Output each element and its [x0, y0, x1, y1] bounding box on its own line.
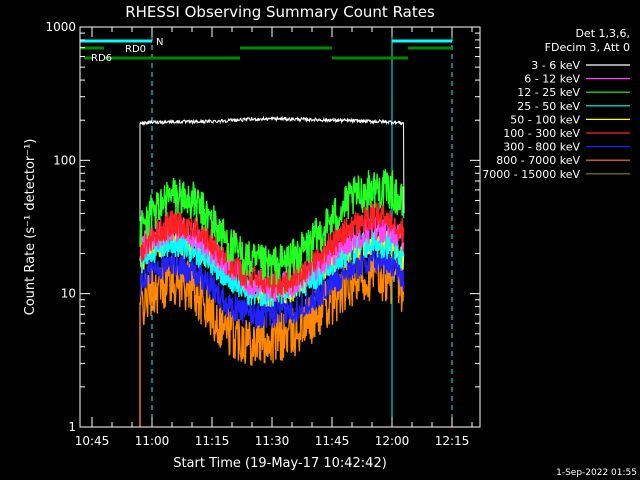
y-tick-label: 1 — [68, 420, 76, 434]
y-axis-title: Count Rate (s⁻¹ detector⁻¹) — [23, 139, 38, 316]
legend-label: 300 - 800 keV — [503, 141, 580, 154]
series-line-6 — [139, 245, 405, 329]
x-tick-label: 11:00 — [135, 434, 170, 448]
flag-label-rd6: RD6 — [91, 53, 112, 64]
x-tick-label: 12:15 — [435, 434, 470, 448]
legend-label: 50 - 100 keV — [510, 113, 580, 126]
flag-label-n: N — [156, 37, 163, 48]
y-axis: 1 10 100 1000 — [45, 20, 480, 434]
x-tick-label: 10:45 — [75, 434, 110, 448]
x-tick-label: 12:00 — [375, 434, 410, 448]
plot-area: N RD0 RD6 — [79, 27, 453, 427]
flag-label-rd0: RD0 — [125, 44, 146, 55]
legend-label: 3 - 6 keV — [531, 59, 580, 72]
legend-label: 800 - 7000 keV — [496, 154, 580, 167]
legend-header-decimation: FDecim 3, Att 0 — [545, 41, 630, 54]
x-tick-label: 11:15 — [195, 434, 230, 448]
legend-header-detectors: Det 1,3,6, — [575, 27, 630, 40]
legend-label: 6 - 12 keV — [524, 73, 580, 86]
y-tick-label: 100 — [53, 153, 76, 167]
x-tick-label: 11:45 — [315, 434, 350, 448]
legend-label: 7000 - 15000 keV — [482, 168, 580, 181]
legend-label: 25 - 50 keV — [517, 100, 580, 113]
x-tick-label: 11:30 — [255, 434, 290, 448]
series-line-0 — [139, 115, 405, 222]
plot-frame — [79, 26, 481, 428]
chart-title: RHESSI Observing Summary Count Rates — [125, 3, 435, 21]
x-axis-title: Start Time (19-May-17 10:42:42) — [173, 456, 387, 471]
y-tick-label: 10 — [61, 287, 76, 301]
legend-label: 100 - 300 keV — [503, 127, 580, 140]
y-tick-label: 1000 — [45, 20, 76, 34]
legend-label: 12 - 25 keV — [517, 86, 580, 99]
x-axis: 10:45 11:00 11:15 11:30 11:45 12:00 12:15 — [75, 27, 473, 448]
generation-timestamp: 1-Sep-2022 01:55 — [556, 468, 637, 478]
series-line-2 — [139, 169, 405, 285]
